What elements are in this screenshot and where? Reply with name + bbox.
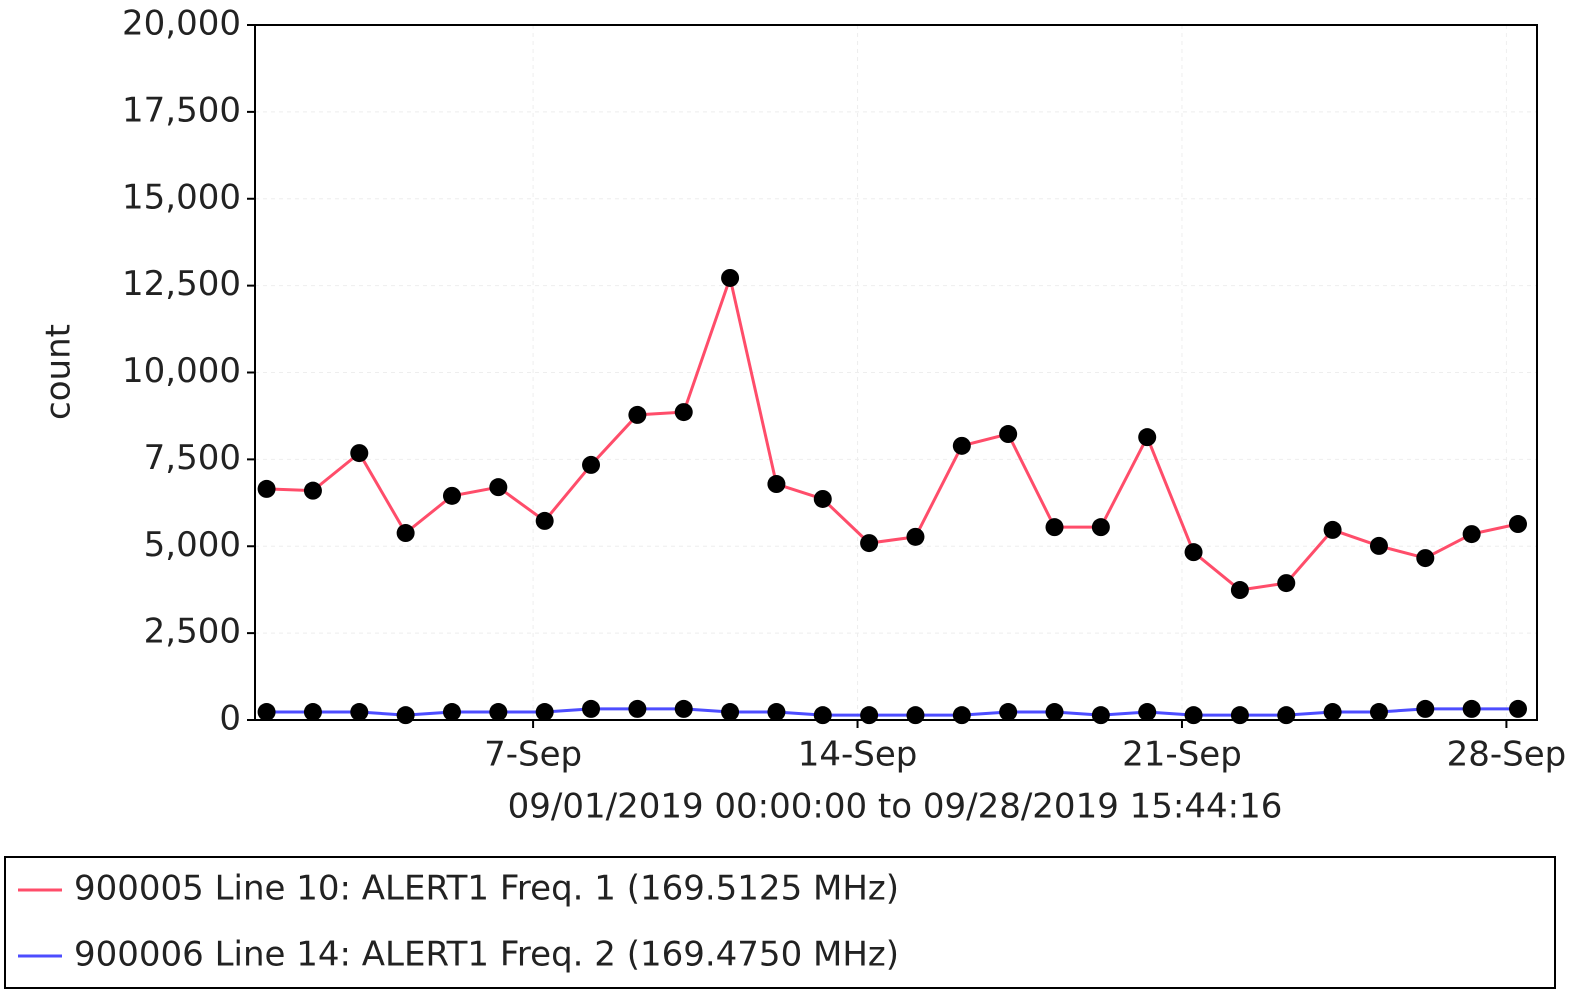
data-point xyxy=(1277,574,1296,593)
data-point xyxy=(952,706,971,725)
x-tick-label: 7-Sep xyxy=(484,735,582,775)
y-tick-label: 0 xyxy=(219,699,241,739)
y-tick-label: 2,500 xyxy=(144,612,241,652)
data-point xyxy=(1416,549,1435,568)
data-point xyxy=(1138,428,1157,447)
data-point xyxy=(1369,536,1388,555)
data-point xyxy=(442,703,461,722)
data-point xyxy=(1230,706,1249,725)
data-point xyxy=(396,706,415,725)
y-tick-label: 7,500 xyxy=(144,438,241,478)
data-point xyxy=(1508,515,1527,534)
y-tick-label: 17,500 xyxy=(122,90,241,130)
data-point xyxy=(535,511,554,530)
data-point xyxy=(350,703,369,722)
data-point xyxy=(906,527,925,546)
data-point xyxy=(1184,706,1203,725)
data-point xyxy=(999,425,1018,444)
data-point xyxy=(767,703,786,722)
data-point xyxy=(1045,518,1064,537)
data-point xyxy=(303,703,322,722)
series-line xyxy=(266,707,1518,717)
data-point xyxy=(628,699,647,718)
data-point xyxy=(582,699,601,718)
x-tick-label: 14-Sep xyxy=(798,735,918,775)
y-axis-label: count xyxy=(39,324,79,420)
data-point xyxy=(999,703,1018,722)
series-line xyxy=(266,272,1519,592)
data-point xyxy=(860,706,879,725)
y-tick-label: 10,000 xyxy=(122,351,241,391)
data-point xyxy=(257,479,276,498)
data-point xyxy=(350,444,369,463)
y-tick-label: 5,000 xyxy=(144,525,241,565)
data-point xyxy=(489,478,508,497)
plot-frame xyxy=(254,24,1538,721)
data-point xyxy=(1277,706,1296,725)
y-tick-label: 15,000 xyxy=(122,177,241,217)
data-point xyxy=(813,706,832,725)
data-point xyxy=(1230,581,1249,600)
data-point xyxy=(860,534,879,553)
data-point xyxy=(721,268,740,287)
data-point xyxy=(674,403,693,422)
data-point xyxy=(442,486,461,505)
data-point xyxy=(813,489,832,508)
data-point xyxy=(767,475,786,494)
data-point xyxy=(906,706,925,725)
y-tick-label: 12,500 xyxy=(122,264,241,304)
data-point xyxy=(303,481,322,500)
data-point xyxy=(1462,699,1481,718)
data-point xyxy=(1416,699,1435,718)
legend-box xyxy=(4,856,1556,989)
data-point xyxy=(721,703,740,722)
x-axis-label: 09/01/2019 00:00:00 to 09/28/2019 15:44:… xyxy=(508,787,1283,827)
data-point xyxy=(489,703,508,722)
data-point xyxy=(674,699,693,718)
data-point xyxy=(1508,699,1527,718)
data-point xyxy=(1323,520,1342,539)
data-point xyxy=(257,703,276,722)
data-point xyxy=(1091,706,1110,725)
data-point xyxy=(1045,703,1064,722)
data-point xyxy=(1369,703,1388,722)
x-tick-label: 28-Sep xyxy=(1447,735,1567,775)
x-tick-label: 21-Sep xyxy=(1122,735,1242,775)
data-point xyxy=(952,436,971,455)
data-point xyxy=(1323,703,1342,722)
data-point xyxy=(1462,525,1481,544)
data-point xyxy=(582,455,601,474)
data-point xyxy=(1184,543,1203,562)
y-tick-label: 20,000 xyxy=(122,4,241,44)
data-point xyxy=(535,703,554,722)
legend-label: 900005 Line 10: ALERT1 Freq. 1 (169.5125… xyxy=(74,869,899,909)
data-point xyxy=(1138,703,1157,722)
data-point xyxy=(1091,518,1110,537)
data-point xyxy=(396,524,415,543)
data-point xyxy=(628,405,647,424)
legend-label: 900006 Line 14: ALERT1 Freq. 2 (169.4750… xyxy=(74,935,899,975)
